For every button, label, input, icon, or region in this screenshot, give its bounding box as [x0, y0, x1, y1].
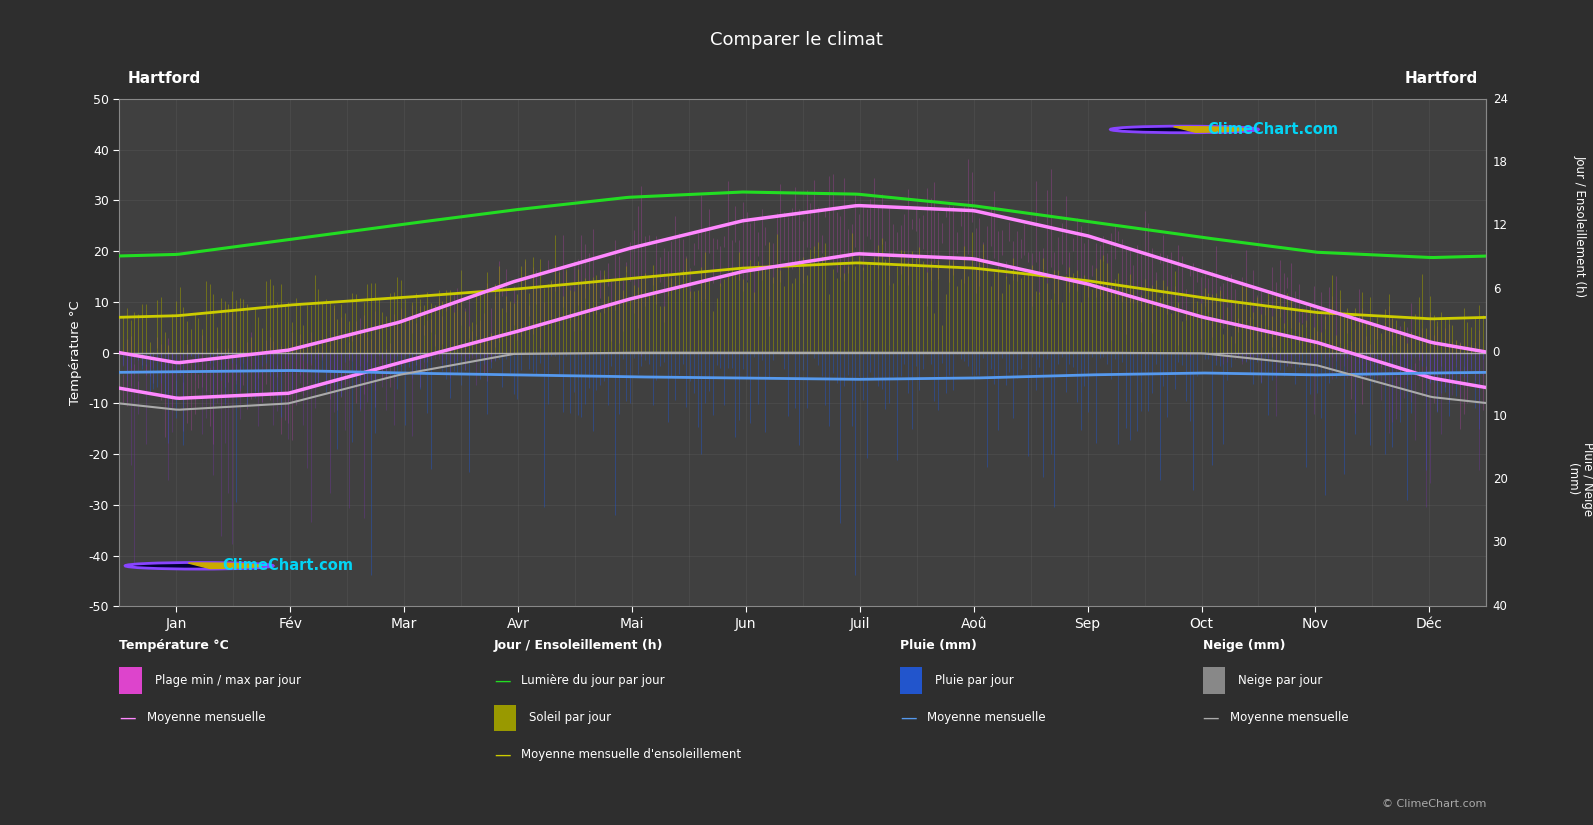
Text: 30: 30: [1493, 536, 1507, 549]
Text: —: —: [900, 709, 916, 727]
Text: ClimeChart.com: ClimeChart.com: [221, 559, 354, 573]
Text: Soleil par jour: Soleil par jour: [529, 711, 612, 724]
Text: ClimeChart.com: ClimeChart.com: [1207, 122, 1338, 137]
Text: Moyenne mensuelle: Moyenne mensuelle: [927, 711, 1045, 724]
Text: Hartford: Hartford: [127, 71, 201, 86]
Text: 0: 0: [1493, 346, 1501, 359]
Text: Température °C: Température °C: [119, 639, 229, 653]
Text: 20: 20: [1493, 473, 1507, 486]
Text: 24: 24: [1493, 92, 1507, 106]
Text: Pluie par jour: Pluie par jour: [935, 674, 1013, 687]
Text: Neige par jour: Neige par jour: [1238, 674, 1322, 687]
Text: —: —: [494, 746, 510, 764]
Text: Pluie (mm): Pluie (mm): [900, 639, 977, 653]
Text: —: —: [1203, 709, 1219, 727]
Text: 10: 10: [1493, 409, 1507, 422]
Text: 40: 40: [1493, 600, 1507, 613]
Text: Plage min / max par jour: Plage min / max par jour: [155, 674, 301, 687]
Text: Moyenne mensuelle: Moyenne mensuelle: [1230, 711, 1348, 724]
Wedge shape: [188, 563, 261, 568]
Text: 18: 18: [1493, 156, 1507, 169]
Wedge shape: [1174, 127, 1247, 132]
Text: 12: 12: [1493, 219, 1507, 233]
Text: Hartford: Hartford: [1405, 71, 1478, 86]
Y-axis label: Température °C: Température °C: [68, 300, 81, 405]
Text: Moyenne mensuelle d'ensoleillement: Moyenne mensuelle d'ensoleillement: [521, 748, 741, 761]
Text: —: —: [494, 672, 510, 690]
Text: Jour / Ensoleillement (h): Jour / Ensoleillement (h): [1574, 155, 1587, 297]
Circle shape: [1110, 126, 1258, 133]
Text: Moyenne mensuelle: Moyenne mensuelle: [147, 711, 264, 724]
Circle shape: [126, 563, 274, 569]
Text: —: —: [119, 709, 135, 727]
Text: © ClimeChart.com: © ClimeChart.com: [1381, 799, 1486, 809]
Text: Neige (mm): Neige (mm): [1203, 639, 1286, 653]
Text: Jour / Ensoleillement (h): Jour / Ensoleillement (h): [494, 639, 663, 653]
Text: Lumière du jour par jour: Lumière du jour par jour: [521, 674, 664, 687]
Text: 6: 6: [1493, 283, 1501, 296]
Text: Pluie / Neige
(mm): Pluie / Neige (mm): [1566, 442, 1593, 516]
Text: Comparer le climat: Comparer le climat: [710, 31, 883, 49]
